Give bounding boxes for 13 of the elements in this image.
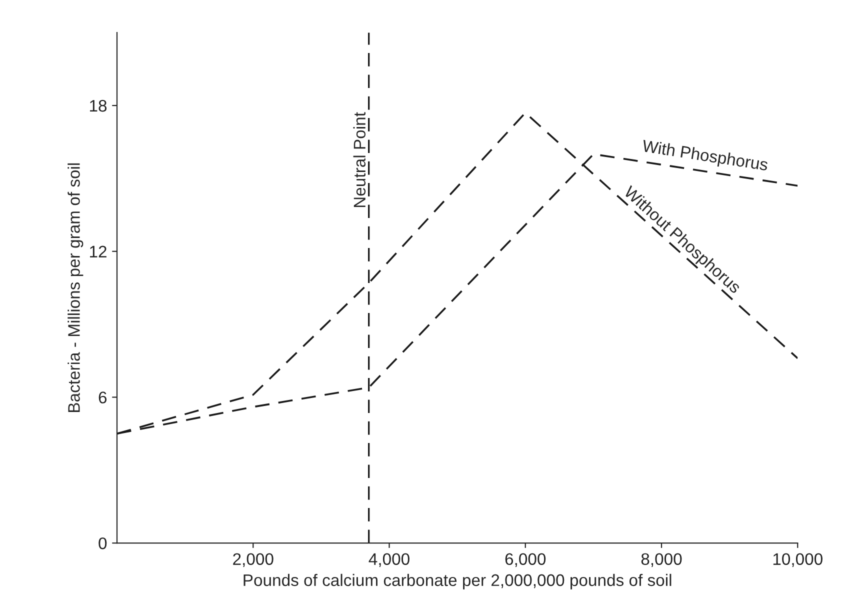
x-axis-title: Pounds of calcium carbonate per 2,000,000 pounds of soil bbox=[244, 574, 672, 590]
x-tick-label: 4,000 bbox=[368, 553, 410, 567]
x-tick-label: 10,000 bbox=[773, 553, 822, 567]
x-tick-label: 6,000 bbox=[505, 553, 546, 567]
x-tick-label: 8,000 bbox=[641, 553, 682, 567]
y-tick-label: 0 bbox=[98, 537, 107, 550]
y-tick-label: 18 bbox=[90, 100, 107, 112]
x-tick-label: 2,000 bbox=[233, 553, 274, 567]
y-axis-title: Bacteria - Millions per gram of soil bbox=[68, 163, 84, 412]
y-tick-label: 6 bbox=[98, 392, 107, 404]
ref-line-label: Neutral Point bbox=[353, 112, 366, 208]
text: With Phosphorus bbox=[641, 139, 768, 174]
y-tick-label: 12 bbox=[90, 246, 106, 258]
